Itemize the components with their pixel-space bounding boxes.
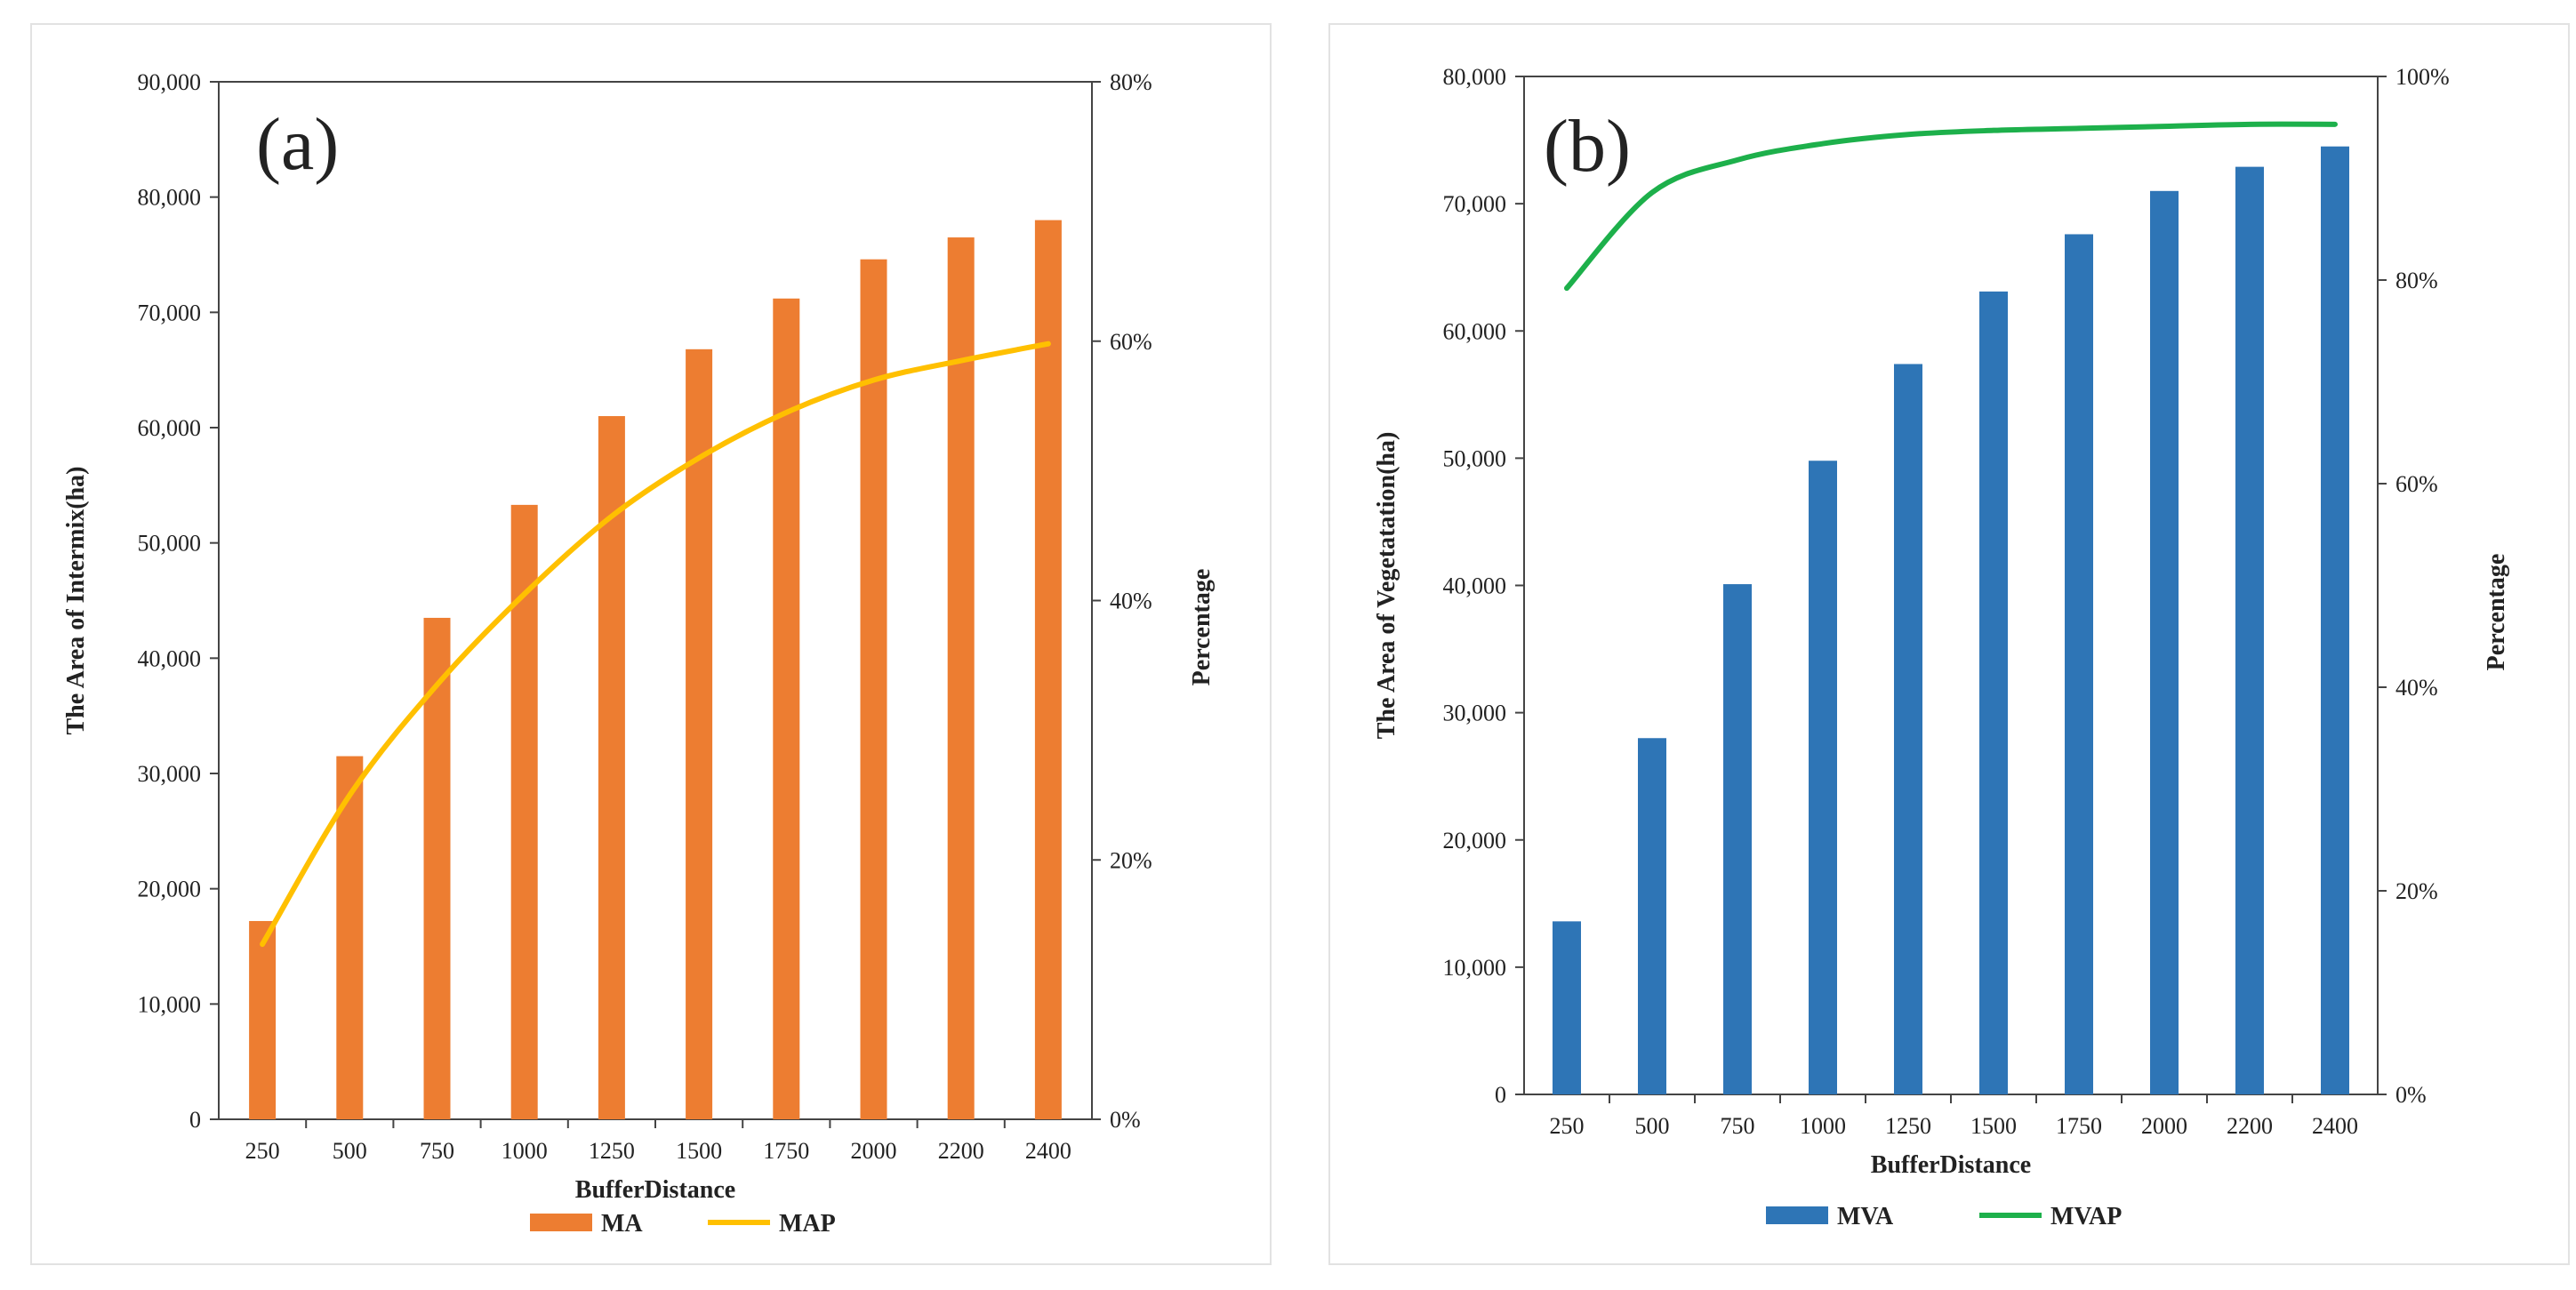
a-y2-tick-label: 80% — [1110, 69, 1152, 95]
b-y-tick-label: 40,000 — [1443, 573, 1507, 599]
a-bar-ma — [423, 617, 451, 1119]
b-bar-mva — [1894, 364, 1922, 1094]
b-y-tick-label: 70,000 — [1443, 191, 1507, 217]
a-y-tick-label: 90,000 — [138, 69, 202, 95]
b-y-tick-label: 10,000 — [1443, 955, 1507, 981]
a-y-axis-title: The Area of Intermix(ha) — [62, 467, 90, 735]
a-bar-ma — [947, 237, 975, 1119]
b-bar-mva — [2150, 190, 2179, 1094]
a-y2-tick-label: 0% — [1110, 1107, 1141, 1133]
chart-b-svg: 0 10,000 20,000 30,000 40,000 50,000 60,000 70,… — [1373, 64, 2510, 1230]
chart-a-svg: 0 10,000 20,000 30,000 40,000 50,000 60,000 70,… — [62, 69, 1216, 1238]
b-legend-label-mvap: MVAP — [2050, 1203, 2122, 1230]
b-bar-mva — [1553, 921, 1581, 1094]
a-bar-ma — [686, 349, 713, 1119]
b-x-tick-label: 1500 — [1970, 1113, 2017, 1139]
a-x-tick-label: 500 — [333, 1138, 367, 1164]
a-y-tick-label: 40,000 — [138, 645, 202, 671]
a-y-tick-label: 80,000 — [138, 185, 202, 211]
a-x-tick-label: 2000 — [851, 1138, 897, 1164]
a-legend-swatch-ma — [530, 1214, 592, 1231]
b-bar-mva — [1979, 291, 2008, 1095]
a-x-tick-label: 2200 — [938, 1138, 984, 1164]
b-y-tick-label: 20,000 — [1443, 828, 1507, 853]
a-x-axis-title: BufferDistance — [575, 1176, 735, 1204]
b-x-tick-label: 2200 — [2227, 1113, 2273, 1139]
a-x-tick-label: 1500 — [676, 1138, 722, 1164]
a-y2-tick-label: 20% — [1110, 847, 1152, 873]
b-y-tick-label: 80,000 — [1443, 64, 1507, 90]
a-y2-axis-title: Percentage — [1188, 569, 1216, 686]
a-y-tick-label: 10,000 — [138, 991, 202, 1017]
b-x-tick-label: 500 — [1635, 1113, 1670, 1139]
a-x-tick-label: 750 — [420, 1138, 454, 1164]
a-y-tick-label: 70,000 — [138, 300, 202, 325]
a-y-tick-label: 30,000 — [138, 761, 202, 787]
b-bar-mva — [2321, 146, 2349, 1094]
a-bar-ma — [598, 416, 625, 1119]
b-bar-mva — [2235, 166, 2264, 1094]
b-y-tick-label: 50,000 — [1443, 445, 1507, 471]
b-y2-tick-label: 60% — [2395, 471, 2438, 497]
b-y2-tick-label: 100% — [2395, 64, 2450, 90]
b-x-tick-label: 1750 — [2056, 1113, 2102, 1139]
a-x-tick-label: 1250 — [589, 1138, 635, 1164]
b-bar-mva — [1723, 584, 1752, 1094]
b-y-axis-title: The Area of Vegetatation(ha) — [1373, 432, 1400, 740]
b-x-tick-label: 1250 — [1885, 1113, 1931, 1139]
b-y2-tick-label: 20% — [2395, 878, 2438, 904]
a-y2-tick-label: 60% — [1110, 329, 1152, 355]
a-legend-label-ma: MA — [601, 1210, 643, 1238]
b-legend-label-mva: MVA — [1837, 1203, 1894, 1230]
b-x-tick-label: 2000 — [2141, 1113, 2187, 1139]
b-bar-mva — [2065, 234, 2093, 1095]
a-bar-ma — [773, 298, 800, 1120]
b-x-tick-label: 2400 — [2312, 1113, 2358, 1139]
b-bar-mva — [1638, 738, 1666, 1094]
b-y2-tick-label: 80% — [2395, 268, 2438, 293]
a-bar-ma — [249, 920, 277, 1119]
a-bar-ma — [860, 259, 887, 1120]
a-bar-ma — [510, 504, 538, 1119]
b-y-tick-label: 30,000 — [1443, 701, 1507, 726]
a-x-tick-label: 2400 — [1025, 1138, 1071, 1164]
b-y-tick-label: 60,000 — [1443, 318, 1507, 344]
b-bar-mva — [1809, 461, 1837, 1094]
b-x-tick-label: 250 — [1550, 1113, 1585, 1139]
a-legend-label-map: MAP — [779, 1210, 836, 1238]
a-x-tick-label: 250 — [245, 1138, 280, 1164]
b-y2-tick-label: 40% — [2395, 675, 2438, 701]
chart-panel-a: 0 10,000 20,000 30,000 40,000 50,000 60,000 70,… — [30, 23, 1272, 1265]
b-legend-swatch-mva — [1766, 1206, 1828, 1224]
a-bar-ma — [336, 756, 364, 1119]
b-x-tick-label: 750 — [1721, 1113, 1755, 1139]
a-line-map — [260, 341, 1051, 948]
b-y2-axis-title: Percentage — [2483, 554, 2510, 671]
b-line-mvap — [1564, 121, 2338, 292]
b-panel-label: (b) — [1544, 105, 1631, 188]
a-y-tick-label: 60,000 — [138, 415, 202, 441]
b-x-axis-title: BufferDistance — [1871, 1151, 2031, 1179]
a-y-tick-label: 20,000 — [138, 877, 202, 902]
a-x-tick-label: 1000 — [502, 1138, 548, 1164]
b-y-tick-label: 0 — [1495, 1082, 1506, 1108]
b-y2-tick-label: 0% — [2395, 1082, 2427, 1108]
a-y-tick-label: 0 — [189, 1107, 201, 1133]
a-x-tick-label: 1750 — [763, 1138, 809, 1164]
a-panel-label: (a) — [256, 103, 339, 186]
a-y-tick-label: 50,000 — [138, 531, 202, 557]
a-y2-tick-label: 40% — [1110, 589, 1152, 614]
b-x-tick-label: 1000 — [1800, 1113, 1846, 1139]
chart-panel-b: 0 10,000 20,000 30,000 40,000 50,000 60,000 70,… — [1328, 23, 2570, 1265]
a-bar-ma — [1034, 220, 1062, 1120]
